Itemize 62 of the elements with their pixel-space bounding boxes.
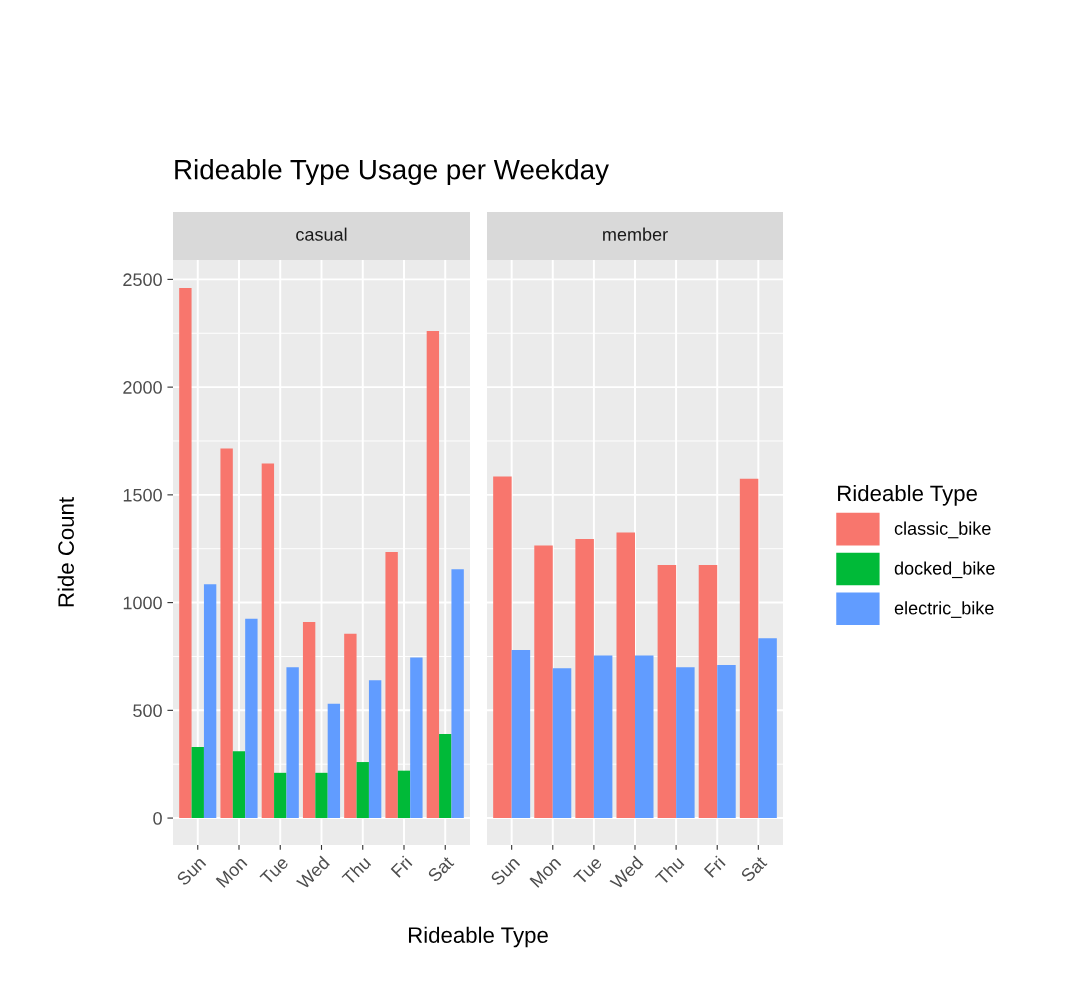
bar xyxy=(552,668,572,819)
bar xyxy=(232,751,246,819)
bar xyxy=(511,650,531,819)
bar xyxy=(593,655,613,819)
y-tick-label: 1000 xyxy=(123,596,162,610)
bar xyxy=(698,564,718,819)
x-tick-label: Sun xyxy=(489,855,521,887)
bar xyxy=(657,564,677,819)
legend-label: docked_bike xyxy=(894,561,995,579)
bar xyxy=(410,657,423,819)
bar xyxy=(245,618,258,819)
bar xyxy=(302,621,316,819)
y-tick-label: 500 xyxy=(133,704,162,718)
bar xyxy=(344,633,357,819)
bar xyxy=(191,746,204,819)
x-tick-label: Thu xyxy=(341,855,372,886)
bar xyxy=(220,448,233,819)
bar xyxy=(397,770,411,819)
x-tick-label: Tue xyxy=(573,855,603,886)
x-tick-label: Fri xyxy=(703,855,726,878)
y-tick-label: 1500 xyxy=(123,488,162,502)
x-tick-label: Tue xyxy=(259,855,290,886)
legend-label: electric_bike xyxy=(894,601,994,618)
bar xyxy=(385,551,398,819)
y-tick-label: 2000 xyxy=(123,381,162,394)
x-tick-label: Sun xyxy=(175,855,207,887)
bar xyxy=(739,478,759,819)
chart-title: Rideable Type Usage per Weekday xyxy=(175,159,609,185)
bar xyxy=(635,655,654,819)
bar xyxy=(315,772,328,819)
bar xyxy=(356,762,369,819)
x-tick-label: Fri xyxy=(390,855,413,878)
x-tick-label: Mon xyxy=(529,856,562,888)
y-axis-title: Ride Count xyxy=(57,497,74,607)
x-tick-label: Mon xyxy=(215,856,248,888)
x-axis-title: Rideable Type xyxy=(408,926,548,948)
x-tick-label: Sat xyxy=(740,855,768,883)
y-tick-label: 0 xyxy=(153,812,162,825)
bar xyxy=(758,638,777,819)
bar xyxy=(327,703,341,819)
bar xyxy=(717,665,736,819)
chart-subtitle: member xyxy=(603,227,668,241)
chart-subtitle: casual xyxy=(296,227,347,241)
bar xyxy=(451,569,464,819)
bar xyxy=(676,667,695,819)
bar xyxy=(261,463,275,819)
bar xyxy=(426,331,440,819)
bar xyxy=(493,476,512,819)
y-tick-label: 2500 xyxy=(123,273,162,287)
bar xyxy=(439,734,452,819)
legend-title: Rideable Type xyxy=(838,484,977,506)
bar xyxy=(616,532,635,819)
bar xyxy=(179,288,192,819)
bar xyxy=(203,584,217,819)
bar xyxy=(368,680,382,819)
bar xyxy=(534,545,553,819)
x-tick-label: Thu xyxy=(654,855,685,886)
bar xyxy=(286,667,299,819)
bar xyxy=(274,772,287,819)
x-tick-label: Sat xyxy=(427,855,455,883)
bar xyxy=(575,539,594,819)
legend-label: classic_bike xyxy=(894,521,991,539)
